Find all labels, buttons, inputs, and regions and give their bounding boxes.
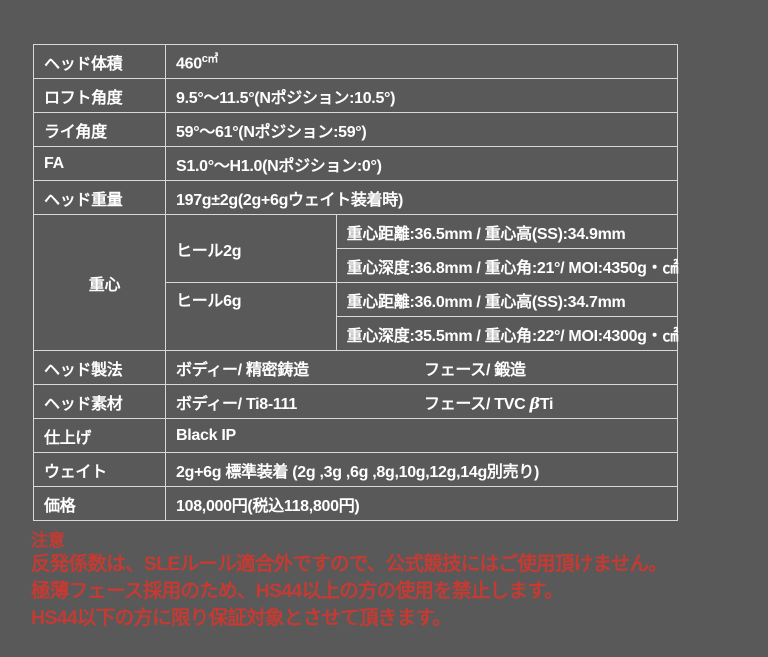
row-value-weight-option: 2g+6g 標準装着 (2g ,3g ,6g ,8g,10g,12g,14g別売… bbox=[165, 452, 678, 487]
head-volume-number: 460 bbox=[176, 55, 202, 73]
row-label-lie-angle: ライ角度 bbox=[33, 112, 166, 147]
warning-title: 注意 bbox=[31, 531, 65, 550]
head-material-face-prefix: フェース/ TVC bbox=[424, 395, 530, 413]
row-value-head-volume: 460c㎥ bbox=[165, 44, 678, 79]
row-value-price: 108,000円(税込118,800円) bbox=[165, 486, 678, 521]
cg-value-heel6g-line2: 重心深度:35.5mm / 重心角:22°/ MOI:4300g・㎠ bbox=[335, 316, 678, 351]
cg-value-heel2g-line1: 重心距離:36.5mm / 重心高(SS):34.9mm bbox=[335, 214, 679, 249]
head-material-face-suffix: Ti bbox=[539, 395, 554, 413]
table-row: 重心深度:36.8mm / 重心角:21°/ MOI:4350g・㎠ bbox=[34, 248, 678, 283]
row-value-loft-angle: 9.5°〜11.5°(Nポジション:10.5°) bbox=[165, 78, 678, 113]
row-label-fa: FA bbox=[33, 146, 166, 181]
warning-line-2: 極薄フェース採用のため、HS44以上の方の使用を禁止します。 bbox=[31, 580, 564, 602]
table-row: 仕上げ Black IP bbox=[33, 418, 678, 453]
specification-table: ヘッド体積 460c㎥ ロフト角度 9.5°〜11.5°(Nポジション:10.5… bbox=[33, 44, 678, 521]
table-row: ライ角度 59°〜61°(Nポジション:59°) bbox=[33, 112, 678, 147]
row-label-weight-option: ウェイト bbox=[33, 452, 166, 487]
table-row: ヘッド重量 197g±2g(2g+6gウェイト装着時) bbox=[33, 180, 678, 215]
row-value-head-construction: ボディー/ 精密鋳造 フェース/ 鍛造 bbox=[165, 350, 678, 385]
row-label-head-material: ヘッド素材 bbox=[33, 384, 166, 419]
row-label-center-of-gravity: 重心 bbox=[33, 214, 166, 351]
row-label-head-construction: ヘッド製法 bbox=[33, 350, 166, 385]
row-value-head-material: ボディー/ Ti8-111 フェース/ TVC βTi bbox=[165, 384, 678, 419]
table-row: 価格 108,000円(税込118,800円) bbox=[33, 486, 678, 521]
row-value-lie-angle: 59°〜61°(Nポジション:59°) bbox=[165, 112, 678, 147]
warning-line-3: HS44以下の方に限り保証対象とさせて頂きます。 bbox=[31, 607, 452, 629]
cg-value-heel6g-line1: 重心距離:36.0mm / 重心高(SS):34.7mm bbox=[335, 282, 679, 317]
beta-symbol: β bbox=[529, 393, 541, 413]
head-construction-body: ボディー/ 精密鋳造 bbox=[176, 361, 309, 379]
table-row: 重心深度:35.5mm / 重心角:22°/ MOI:4300g・㎠ bbox=[34, 316, 678, 351]
row-label-head-weight: ヘッド重量 bbox=[33, 180, 166, 215]
cg-subgroup-label-heel-2g: ヒール2g bbox=[165, 214, 337, 283]
row-label-price: 価格 bbox=[33, 486, 166, 521]
table-row: ヘッド製法 ボディー/ 精密鋳造 フェース/ 鍛造 bbox=[33, 350, 678, 385]
cg-value-heel2g-line2: 重心深度:36.8mm / 重心角:21°/ MOI:4350g・㎠ bbox=[335, 248, 678, 283]
head-material-face: フェース/ TVC βTi bbox=[424, 390, 677, 414]
cg-subgroup-label-heel-6g: ヒール6g bbox=[165, 282, 337, 351]
table-row: 重心 ヒール2g 重心距離:36.5mm / 重心高(SS):34.9mm bbox=[33, 214, 679, 351]
row-label-loft-angle: ロフト角度 bbox=[33, 78, 166, 113]
warning-line-1: 反発係数は、SLEルール適合外ですので、公式競技にはご使用頂けません。 bbox=[31, 553, 668, 575]
row-value-fa: S1.0°〜H1.0(Nポジション:0°) bbox=[165, 146, 678, 181]
table-row: ヘッド素材 ボディー/ Ti8-111 フェース/ TVC βTi bbox=[33, 384, 678, 419]
row-value-finish: Black IP bbox=[165, 418, 678, 453]
spec-table-container: ヘッド体積 460c㎥ ロフト角度 9.5°〜11.5°(Nポジション:10.5… bbox=[33, 44, 678, 521]
row-label-head-volume: ヘッド体積 bbox=[33, 44, 166, 79]
head-volume-unit: c㎥ bbox=[201, 52, 219, 65]
head-material-body: ボディー/ Ti8-111 bbox=[176, 395, 297, 413]
table-row: ウェイト 2g+6g 標準装着 (2g ,3g ,6g ,8g,10g,12g,… bbox=[33, 452, 678, 487]
table-row: ヘッド体積 460c㎥ bbox=[33, 44, 678, 79]
head-construction-face: フェース/ 鍛造 bbox=[424, 361, 526, 379]
warning-notice: 注意 反発係数は、SLEルール適合外ですので、公式競技にはご使用頂けません。 極… bbox=[31, 531, 761, 632]
row-label-finish: 仕上げ bbox=[33, 418, 166, 453]
row-value-head-weight: 197g±2g(2g+6gウェイト装着時) bbox=[165, 180, 678, 215]
table-row: FA S1.0°〜H1.0(Nポジション:0°) bbox=[33, 146, 678, 181]
table-row: ロフト角度 9.5°〜11.5°(Nポジション:10.5°) bbox=[33, 78, 678, 113]
